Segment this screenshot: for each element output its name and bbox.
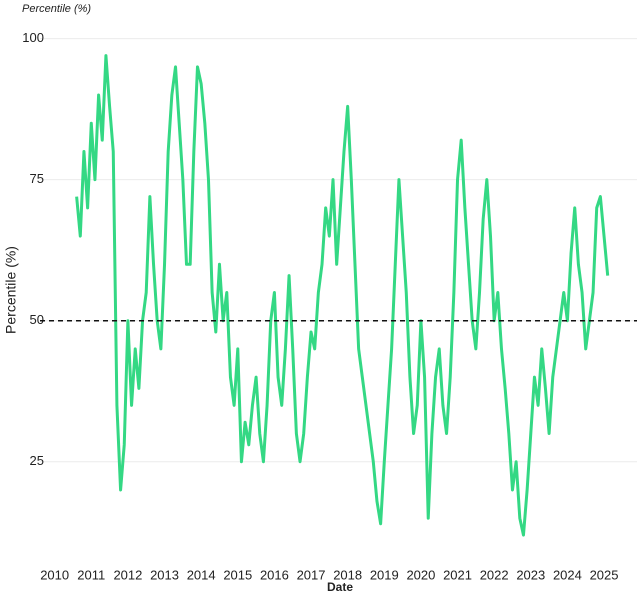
series-line xyxy=(75,54,610,537)
y-tick-label: 75 xyxy=(30,171,44,186)
x-tick-label: 2024 xyxy=(553,567,582,582)
y-tick-label: 25 xyxy=(30,453,44,468)
x-tick-label: 2014 xyxy=(187,567,216,582)
x-tick-label: 2020 xyxy=(406,567,435,582)
x-tick-label: 2012 xyxy=(113,567,142,582)
x-tick-label: 2013 xyxy=(150,567,179,582)
x-tick-label: 2015 xyxy=(223,567,252,582)
x-tick-label: 2019 xyxy=(370,567,399,582)
x-tick-label: 2025 xyxy=(590,567,619,582)
x-tick-label: 2010 xyxy=(40,567,69,582)
x-tick-label: 2016 xyxy=(260,567,289,582)
x-tick-label: 2011 xyxy=(77,567,105,582)
x-tick-label: 2018 xyxy=(333,567,362,582)
x-tick-label: 2021 xyxy=(443,567,472,582)
x-tick-label: 2023 xyxy=(516,567,545,582)
x-tick-label: 2017 xyxy=(297,567,326,582)
y-tick-label: 50 xyxy=(30,312,44,327)
x-tick-label: 2022 xyxy=(480,567,509,582)
x-axis-label: Date xyxy=(327,580,353,594)
y-tick-label: 100 xyxy=(22,30,44,45)
chart-title: Percentile (%) xyxy=(22,3,91,15)
y-axis-label: Percentile (%) xyxy=(3,246,19,334)
